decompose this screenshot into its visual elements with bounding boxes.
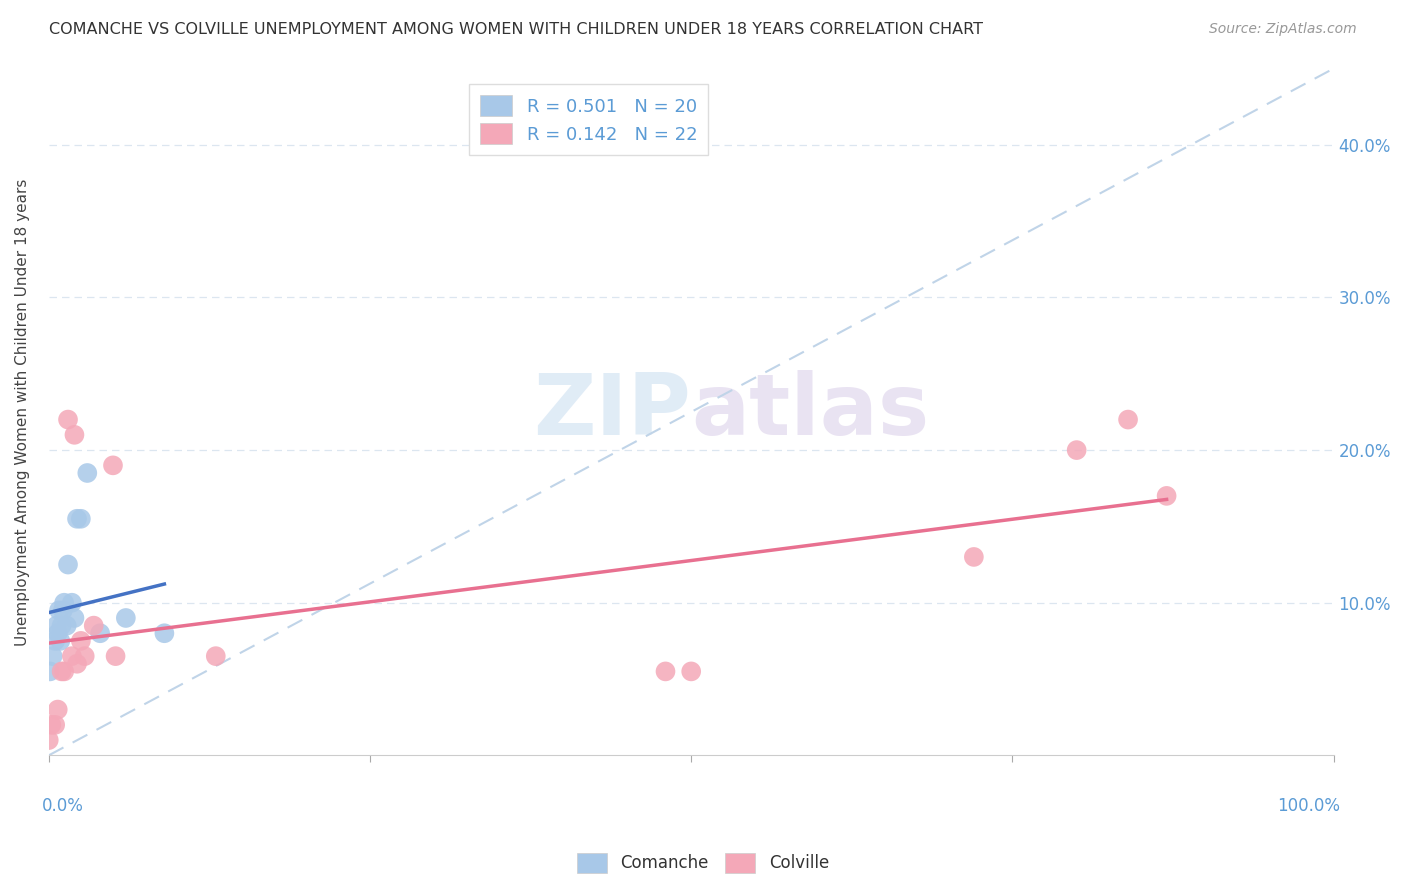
- Point: [1116, 412, 1139, 426]
- Point: [41, 649, 63, 664]
- Point: [60, 649, 83, 664]
- Point: [1156, 489, 1178, 503]
- Text: atlas: atlas: [692, 370, 929, 453]
- Legend: R = 0.501   N = 20, R = 0.142   N = 22: R = 0.501 N = 20, R = 0.142 N = 22: [468, 85, 709, 155]
- Point: [101, 458, 124, 473]
- Point: [46, 702, 69, 716]
- Point: [66, 657, 89, 671]
- Point: [63, 611, 86, 625]
- Point: [66, 512, 89, 526]
- Point: [70, 512, 93, 526]
- Point: [963, 549, 986, 564]
- Point: [53, 665, 76, 679]
- Point: [55, 618, 77, 632]
- Point: [41, 718, 63, 732]
- Point: [681, 665, 703, 679]
- Point: [73, 649, 96, 664]
- Point: [104, 649, 127, 664]
- Point: [70, 633, 93, 648]
- Point: [60, 596, 83, 610]
- Point: [51, 665, 73, 679]
- Point: [76, 466, 98, 480]
- Point: [654, 665, 676, 679]
- Point: [39, 665, 62, 679]
- Point: [89, 626, 111, 640]
- Point: [56, 558, 79, 572]
- Point: [83, 618, 105, 632]
- Point: [204, 649, 226, 664]
- Point: [44, 718, 66, 732]
- Point: [153, 626, 176, 640]
- Point: [51, 618, 73, 632]
- Text: Source: ZipAtlas.com: Source: ZipAtlas.com: [1209, 22, 1357, 37]
- Point: [1066, 443, 1088, 458]
- Text: COMANCHE VS COLVILLE UNEMPLOYMENT AMONG WOMEN WITH CHILDREN UNDER 18 YEARS CORRE: COMANCHE VS COLVILLE UNEMPLOYMENT AMONG …: [49, 22, 983, 37]
- Point: [56, 412, 79, 426]
- Point: [115, 611, 138, 625]
- Point: [44, 633, 66, 648]
- Point: [48, 603, 70, 617]
- Point: [63, 427, 86, 442]
- Point: [52, 603, 75, 617]
- Point: [46, 626, 69, 640]
- Point: [49, 633, 72, 648]
- Text: 100.0%: 100.0%: [1277, 797, 1340, 814]
- Legend: Comanche, Colville: Comanche, Colville: [571, 847, 835, 880]
- Y-axis label: Unemployment Among Women with Children Under 18 years: Unemployment Among Women with Children U…: [15, 178, 30, 646]
- Text: ZIP: ZIP: [533, 370, 692, 453]
- Point: [45, 618, 67, 632]
- Point: [38, 733, 60, 747]
- Text: 0.0%: 0.0%: [42, 797, 84, 814]
- Point: [53, 596, 76, 610]
